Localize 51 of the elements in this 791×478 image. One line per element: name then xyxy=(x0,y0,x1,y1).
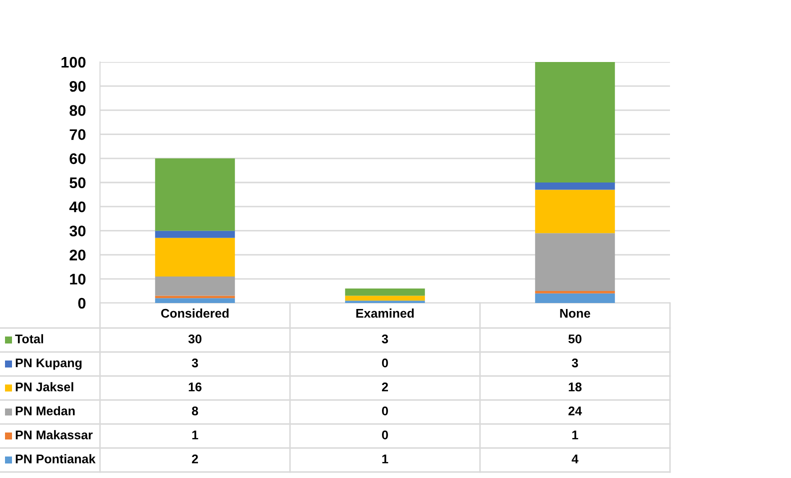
y-tick-label: 100 xyxy=(62,56,86,68)
y-tick-label: 50 xyxy=(70,177,86,188)
y-tick-label: 70 xyxy=(70,129,86,140)
data-label: 0 xyxy=(382,430,388,440)
bar xyxy=(155,276,235,296)
bar xyxy=(155,230,235,238)
data-label: 1 xyxy=(572,430,578,440)
x-tick-label: Examined xyxy=(356,308,414,318)
data-label: 3 xyxy=(192,358,198,368)
legend-label: PN Medan xyxy=(16,406,75,416)
data-label: 2 xyxy=(192,454,198,464)
data-label: 3 xyxy=(382,334,388,344)
data-label: 4 xyxy=(572,454,578,464)
x-tick-label: None xyxy=(560,309,590,318)
bar xyxy=(535,233,615,291)
data-label: 0 xyxy=(382,358,388,368)
y-tick-label: 80 xyxy=(70,105,86,116)
bar xyxy=(535,290,615,294)
data-label: 50 xyxy=(568,334,582,344)
bar xyxy=(345,288,425,296)
bar xyxy=(155,298,235,303)
legend-label: PN Makassar xyxy=(16,430,93,440)
y-tick-label: 40 xyxy=(69,201,86,212)
bar xyxy=(155,158,235,231)
data-label: 3 xyxy=(572,358,578,368)
data-label: 24 xyxy=(568,406,582,416)
bar xyxy=(345,296,425,301)
data-label: 1 xyxy=(382,454,388,464)
bar xyxy=(535,62,615,182)
bar xyxy=(535,190,615,234)
legend-label: Total xyxy=(15,334,44,344)
data-label: 8 xyxy=(192,406,198,416)
x-tick-label: Considered xyxy=(161,308,229,318)
data-label: 30 xyxy=(188,334,202,344)
data-label: 18 xyxy=(568,382,582,392)
y-tick-label: 0 xyxy=(78,298,86,309)
data-label: 0 xyxy=(382,406,388,416)
data-label: 2 xyxy=(382,382,388,392)
y-tick-label: 20 xyxy=(70,250,86,260)
legend-label: PN Pontianak xyxy=(16,454,96,464)
y-tick-label: 10 xyxy=(70,274,86,285)
bar xyxy=(535,293,615,303)
y-tick-label: 90 xyxy=(70,80,86,92)
data-label: 1 xyxy=(192,430,198,440)
bar xyxy=(535,182,615,190)
y-tick-label: 30 xyxy=(69,226,86,236)
y-tick-label: 60 xyxy=(70,153,86,164)
bar xyxy=(155,238,235,276)
legend-label: PN Kupang xyxy=(16,358,82,370)
legend-label: PN Jaksel xyxy=(16,382,74,392)
data-label: 16 xyxy=(188,382,202,392)
